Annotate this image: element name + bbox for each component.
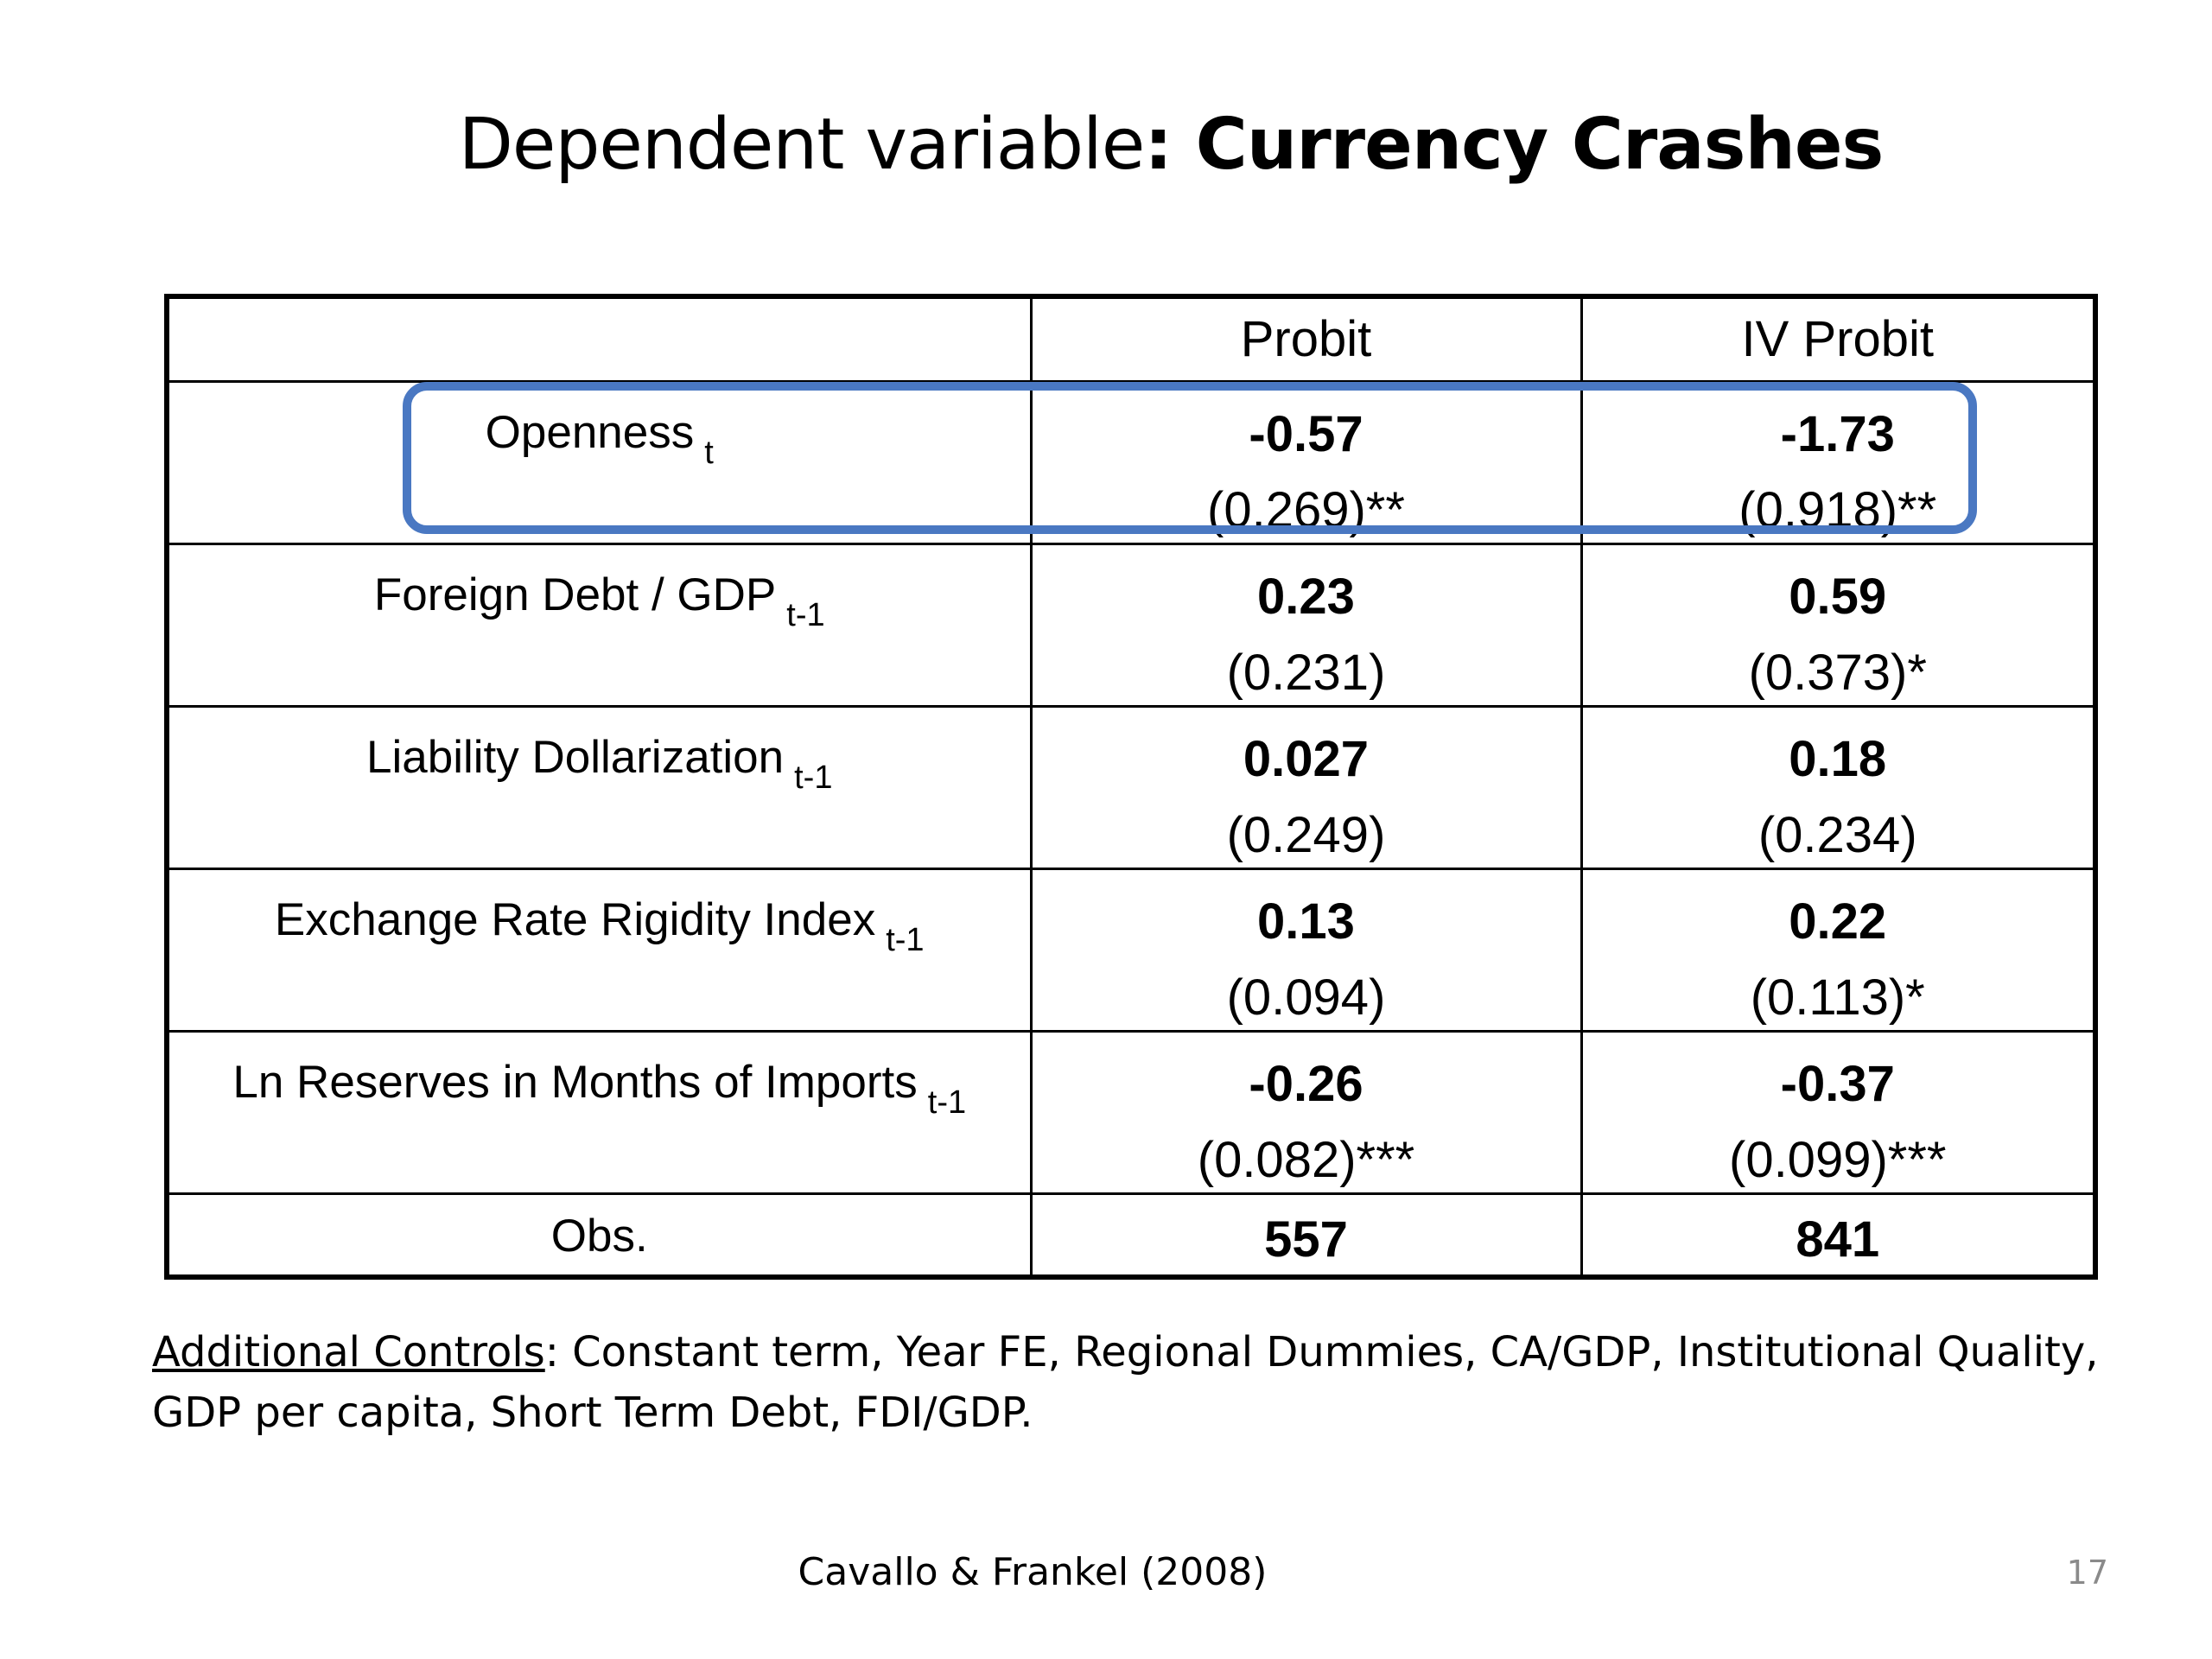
variable-subscript: t-1 [886,922,925,958]
iv-probit-coefficient: -1.73 [1780,406,1895,462]
page-number: 17 [2066,1554,2108,1592]
iv-probit-coefficient: 0.59 [1789,569,1887,625]
iv-probit-std-error: (0.918)** [1738,482,1937,538]
variable-cell: Liability Dollarization t-1 [165,705,1033,870]
iv-probit-cell: -1.73 (0.918)** [1580,380,2097,545]
probit-coefficient: 0.23 [1257,569,1355,625]
variable-subscript: t [704,435,714,471]
variable-name: Liability Dollarization t-1 [366,732,833,796]
probit-cell: -0.26 (0.082)*** [1029,1030,1583,1195]
iv-probit-std-error: (0.234) [1758,807,1917,863]
table-row: Exchange Rate Rigidity Index t-1 0.13 (0.0… [165,868,2097,1033]
citation: Cavallo & Frankel (2008) [798,1550,1268,1594]
variable-cell: Foreign Debt / GDP t-1 [165,543,1033,708]
additional-controls-text: : Constant term, Year FE, Regional Dummi… [152,1328,2099,1437]
obs-probit-cell: 557 [1029,1192,1583,1279]
variable-subscript: t-1 [927,1084,967,1121]
iv-probit-cell: 0.22 (0.113)* [1580,868,2097,1033]
iv-probit-std-error: (0.373)* [1748,645,1927,701]
header-iv-probit: IV Probit [1580,295,2097,383]
probit-coefficient: 0.13 [1257,893,1355,950]
variable-cell: Ln Reserves in Months of Imports t-1 [165,1030,1033,1195]
slide-title: Dependent variable: Currency Crashes [0,102,2212,188]
obs-iv-probit-value: 841 [1796,1211,1880,1268]
probit-std-error: (0.269)** [1207,482,1405,538]
variable-subscript: t-1 [794,760,833,796]
title-colon: : [1144,104,1173,186]
probit-std-error: (0.082)*** [1197,1132,1415,1188]
obs-probit-value: 557 [1264,1211,1348,1268]
probit-cell: 0.23 (0.231) [1029,543,1583,708]
title-bold: Currency Crashes [1195,104,1885,186]
observations-row: Obs. 557 841 [165,1192,2097,1279]
iv-probit-cell: 0.18 (0.234) [1580,705,2097,870]
probit-coefficient: -0.57 [1249,406,1363,462]
variable-cell: Openness t [165,380,1033,545]
iv-probit-cell: -0.37 (0.099)*** [1580,1030,2097,1195]
regression-table-container: Probit IV Probit Openness t -0.57 (0.269)*… [164,294,2098,1280]
title-prefix: Dependent variable [458,104,1146,186]
iv-probit-coefficient: 0.22 [1789,893,1887,950]
table-row: Ln Reserves in Months of Imports t-1 -0.2… [165,1030,2097,1195]
probit-std-error: (0.249) [1226,807,1386,863]
header-empty [165,295,1033,383]
table-row: Openness t -0.57 (0.269)** -1.73 (0.918)** [165,380,2097,545]
variable-name: Foreign Debt / GDP t-1 [373,569,825,633]
variable-name: Openness t [485,407,714,471]
iv-probit-std-error: (0.113)* [1750,969,1925,1026]
obs-iv-probit-cell: 841 [1580,1192,2097,1279]
additional-controls-label: Additional Controls [152,1328,545,1376]
obs-label-cell: Obs. [165,1192,1033,1279]
table-header-row: Probit IV Probit [165,295,2097,383]
additional-controls-note: Additional Controls: Constant term, Year… [152,1322,2139,1443]
variable-cell: Exchange Rate Rigidity Index t-1 [165,868,1033,1033]
variable-name: Exchange Rate Rigidity Index t-1 [274,894,925,958]
variable-name: Ln Reserves in Months of Imports t-1 [232,1057,967,1121]
iv-probit-std-error: (0.099)*** [1729,1132,1947,1188]
probit-std-error: (0.231) [1226,645,1386,701]
header-probit: Probit [1029,295,1583,383]
probit-coefficient: 0.027 [1243,731,1370,787]
probit-cell: 0.027 (0.249) [1029,705,1583,870]
iv-probit-cell: 0.59 (0.373)* [1580,543,2097,708]
probit-coefficient: -0.26 [1249,1056,1363,1112]
probit-std-error: (0.094) [1226,969,1386,1026]
regression-table: Probit IV Probit Openness t -0.57 (0.269)*… [164,294,2098,1280]
variable-subscript: t-1 [786,597,825,633]
obs-label: Obs. [550,1211,648,1262]
probit-cell: 0.13 (0.094) [1029,868,1583,1033]
probit-cell: -0.57 (0.269)** [1029,380,1583,545]
table-row: Foreign Debt / GDP t-1 0.23 (0.231) 0.59 (0… [165,543,2097,708]
iv-probit-coefficient: -0.37 [1780,1056,1895,1112]
iv-probit-coefficient: 0.18 [1789,731,1887,787]
table-row: Liability Dollarization t-1 0.027 (0.249) … [165,705,2097,870]
